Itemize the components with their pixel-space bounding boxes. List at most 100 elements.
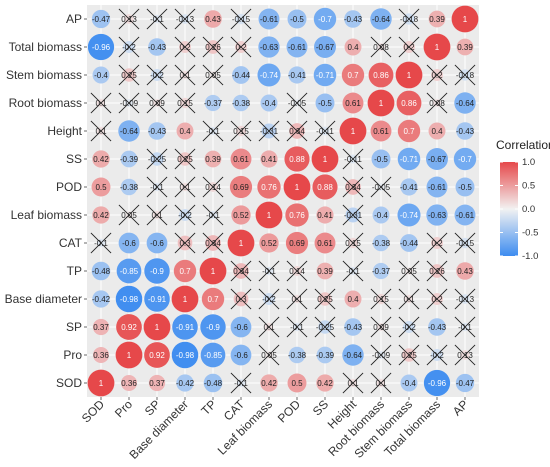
correlation-cell-Pro-Stem biomass: 0.25 (398, 344, 420, 366)
correlation-circle (115, 341, 143, 369)
correlation-value-label: -0.74 (260, 71, 279, 80)
nonsignificant-cross-mark (342, 148, 364, 170)
correlation-cell-AP-SS: -0.7 (313, 7, 337, 31)
nonsignificant-cross-mark (146, 176, 168, 198)
correlation-value-label: 0.41 (317, 211, 333, 220)
correlation-value-label: -0.5 (318, 99, 332, 108)
correlation-circle (230, 316, 252, 338)
correlation-circle (342, 92, 364, 114)
correlation-cell-Total biomass-Height: 0.4 (344, 38, 362, 56)
correlation-cell-Height-Stem biomass: 0.7 (397, 119, 421, 143)
nonsignificant-cross-mark (426, 232, 448, 254)
correlation-cell-SOD-SOD: 1 (87, 369, 115, 397)
correlation-circle (286, 36, 308, 58)
correlation-cell-SP-AP: -0.1 (454, 316, 476, 338)
correlation-circle (285, 203, 309, 227)
correlation-circle (344, 290, 362, 308)
correlation-cell-SP-Height: -0.43 (344, 318, 363, 336)
correlation-value-label: 1 (323, 155, 328, 164)
correlation-cell-SOD-Pro: 0.36 (120, 374, 137, 392)
correlation-value-label: -0.71 (400, 155, 419, 164)
correlation-cell-AP-CAT: -0.15 (230, 8, 252, 30)
correlation-cell-SOD-Leaf biomass: 0.42 (260, 374, 278, 392)
correlation-cell-Height-TP: -0.1 (202, 120, 224, 142)
correlation-cell-Stem biomass-Leaf biomass: -0.74 (257, 63, 281, 87)
correlation-cell-POD-TP: 0.14 (202, 176, 224, 198)
legend: Correlation 1.0 0.5 0.0 -0.5 -1.0 (496, 138, 550, 262)
correlation-cell-Height-Leaf biomass: -0.31 (258, 120, 280, 142)
correlation-cell-Total biomass-SS: -0.67 (314, 36, 336, 58)
correlation-value-label: 0.37 (93, 323, 109, 332)
correlation-circle (201, 287, 225, 311)
correlation-value-label: 1 (127, 351, 132, 360)
correlation-value-label: 0.61 (373, 127, 389, 136)
correlation-value-label: -0.47 (456, 379, 475, 388)
correlation-cell-Pro-Leaf biomass: 0.05 (258, 344, 280, 366)
nonsignificant-cross-mark (370, 288, 392, 310)
row-label: SP (66, 320, 82, 334)
correlation-cell-CAT-AP: -0.15 (454, 232, 476, 254)
row-labels: AP Total biomass Stem biomass Root biomass H… (5, 12, 87, 390)
correlation-value-label: -0.43 (148, 127, 167, 136)
correlation-cell-SS-Total biomass: -0.67 (426, 148, 448, 170)
correlation-value-label: 1 (267, 211, 272, 220)
correlation-circle (426, 204, 448, 226)
correlation-value-label: -0.5 (374, 155, 388, 164)
correlation-cell-AP-SOD: -0.47 (91, 9, 111, 29)
correlation-value-label: -0.37 (372, 267, 391, 276)
correlation-circle (396, 90, 422, 116)
correlation-circle (204, 10, 222, 28)
correlation-cell-Stem biomass-Base diameter: 0.1 (174, 64, 196, 86)
correlation-value-label: -0.38 (232, 99, 251, 108)
column-label: SOD (79, 397, 108, 426)
correlation-cell-SS-Base diameter: 0.25 (174, 148, 196, 170)
correlation-value-label: 1 (155, 323, 160, 332)
correlation-circle (426, 148, 448, 170)
correlation-circle (455, 177, 475, 197)
row-label: POD (56, 180, 82, 194)
correlation-cell-Base diameter-SS: 0.25 (314, 288, 336, 310)
correlation-circle (176, 374, 194, 392)
correlation-cell-Base diameter-Total biomass: 0.2 (426, 288, 448, 310)
correlation-circle (428, 10, 446, 28)
correlation-value-label: 1 (211, 267, 216, 276)
correlation-cell-Pro-AP: 0.13 (454, 344, 476, 366)
row-label: TP (67, 264, 82, 278)
correlation-value-label: -0.5 (290, 15, 304, 24)
correlation-circle (313, 63, 337, 87)
correlation-cell-Total biomass-Root biomass: 0.08 (370, 36, 392, 58)
correlation-circle (423, 369, 451, 397)
correlation-cell-SP-Leaf biomass: 0.1 (258, 316, 280, 338)
nonsignificant-cross-mark (230, 260, 252, 282)
correlation-cell-AP-TP: 0.43 (204, 10, 222, 28)
correlation-value-label: 0.86 (401, 99, 417, 108)
correlation-cell-Total biomass-Leaf biomass: -0.63 (258, 36, 280, 58)
correlation-cell-Total biomass-SP: -0.43 (148, 38, 167, 56)
correlation-circle (91, 9, 111, 29)
correlation-circle (257, 63, 281, 87)
correlation-cell-SOD-Total biomass: -0.96 (423, 369, 451, 397)
nonsignificant-cross-mark (454, 64, 476, 86)
correlation-value-label: -0.43 (344, 323, 363, 332)
column-label: SP (142, 397, 163, 418)
correlation-cell-SP-Total biomass: -0.43 (428, 318, 447, 336)
correlation-circle (316, 206, 334, 224)
correlation-cell-Leaf biomass-AP: -0.61 (454, 204, 476, 226)
nonsignificant-cross-mark (202, 36, 224, 58)
correlation-cell-SOD-Height: 0.1 (342, 372, 364, 394)
correlation-circle (148, 38, 166, 56)
correlation-circle (92, 206, 110, 224)
correlation-value-label: 0.42 (317, 379, 333, 388)
nonsignificant-cross-mark (202, 176, 224, 198)
correlation-circle (395, 61, 423, 89)
correlation-circle (316, 374, 334, 392)
correlation-circle (118, 120, 140, 142)
correlation-cell-SOD-Base diameter: -0.42 (176, 374, 195, 392)
correlation-value-label: -0.41 (288, 71, 307, 80)
correlation-cell-POD-Height: 0.34 (342, 176, 364, 198)
correlation-circle (200, 342, 226, 368)
nonsignificant-cross-mark (230, 288, 252, 310)
nonsignificant-cross-mark (202, 120, 224, 142)
correlation-cell-Base diameter-SOD: -0.42 (92, 290, 111, 308)
